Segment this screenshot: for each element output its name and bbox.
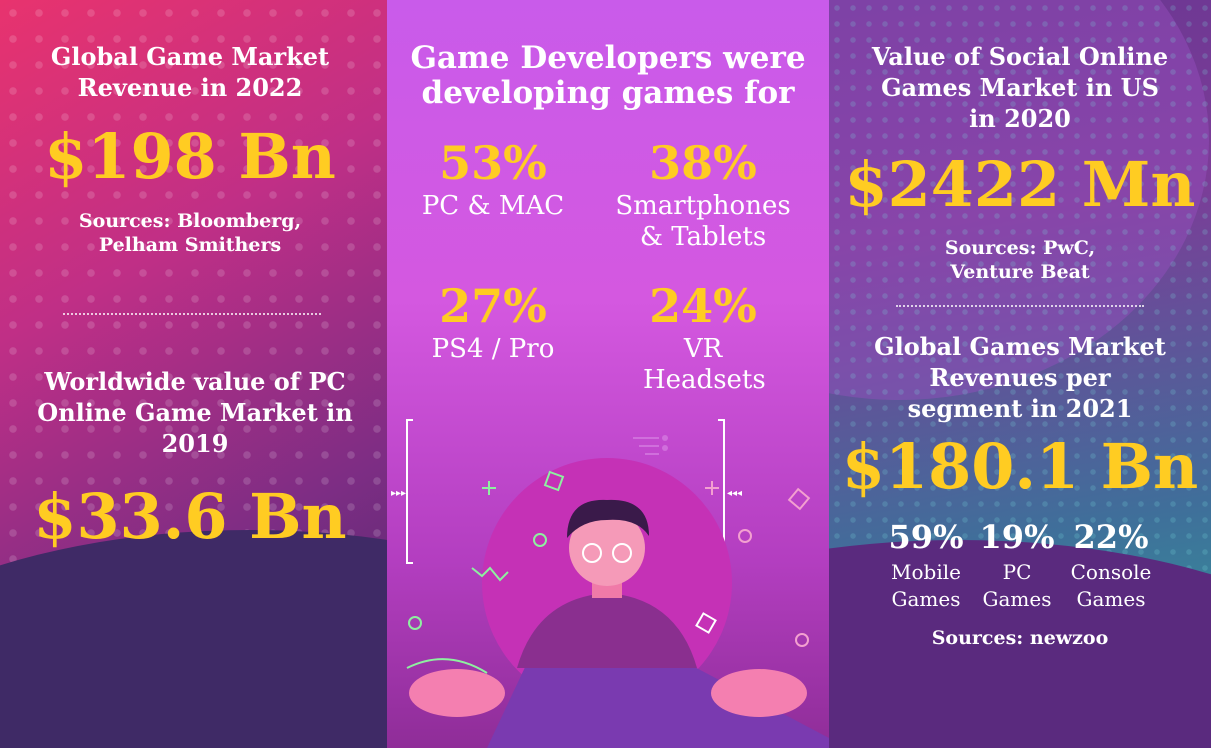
- svg-text:▸▸▸: ▸▸▸: [391, 488, 406, 499]
- segment-label: Mobile Games: [891, 560, 961, 611]
- right-panel: Value of Social Online Games Market in U…: [829, 0, 1211, 748]
- social-games-title: Value of Social Online Games Market in U…: [871, 42, 1169, 133]
- segment-percent: 22%: [1073, 518, 1149, 556]
- divider: [896, 305, 1144, 307]
- wave-shape: [829, 540, 1211, 748]
- segment-title: Global Games Market Revenues per segment…: [874, 332, 1166, 423]
- segment-label: Console Games: [1070, 560, 1152, 611]
- segment-percent: 59%: [888, 518, 964, 556]
- social-games-sources: Sources: PwC, Venture Beat: [944, 237, 1096, 283]
- segment-sources: Sources: newzoo: [931, 627, 1109, 649]
- gamer-illustration: ▸▸▸ ◂◂◂: [391, 419, 829, 748]
- developers-title: Game Developers were developing games fo…: [410, 40, 806, 111]
- wave-shape: [0, 530, 387, 748]
- platform-percent: 24%: [649, 279, 757, 333]
- platform-label: PS4 / Pro: [431, 334, 555, 364]
- segment-label: PC Games: [982, 560, 1052, 611]
- segment-percent: 19%: [979, 518, 1055, 556]
- social-games-value: $2422 Mn: [844, 148, 1196, 221]
- platform-percent: 27%: [439, 279, 547, 333]
- platform-percent: 38%: [649, 136, 757, 190]
- revenue-2022-sources: Sources: Bloomberg, Pelham Smithers: [78, 210, 302, 256]
- platform-label: Smartphones & Tablets: [615, 191, 791, 252]
- platform-label: PC & MAC: [421, 191, 565, 221]
- pc-online-title: Worldwide value of PC Online Game Market…: [37, 367, 353, 458]
- revenue-2022-title: Global Game Market Revenue in 2022: [50, 42, 330, 102]
- platform-label: VR Headsets: [643, 334, 766, 395]
- divider: [63, 313, 321, 315]
- pc-online-value: $33.6 Bn: [33, 480, 347, 553]
- platform-percent: 53%: [439, 136, 547, 190]
- svg-text:◂◂◂: ◂◂◂: [727, 488, 742, 499]
- left-panel: Global Game Market Revenue in 2022 $198 …: [0, 0, 387, 748]
- revenue-2022-value: $198 Bn: [44, 120, 336, 193]
- center-panel: Game Developers were developing games fo…: [387, 0, 829, 748]
- segment-value: $180.1 Bn: [841, 430, 1199, 503]
